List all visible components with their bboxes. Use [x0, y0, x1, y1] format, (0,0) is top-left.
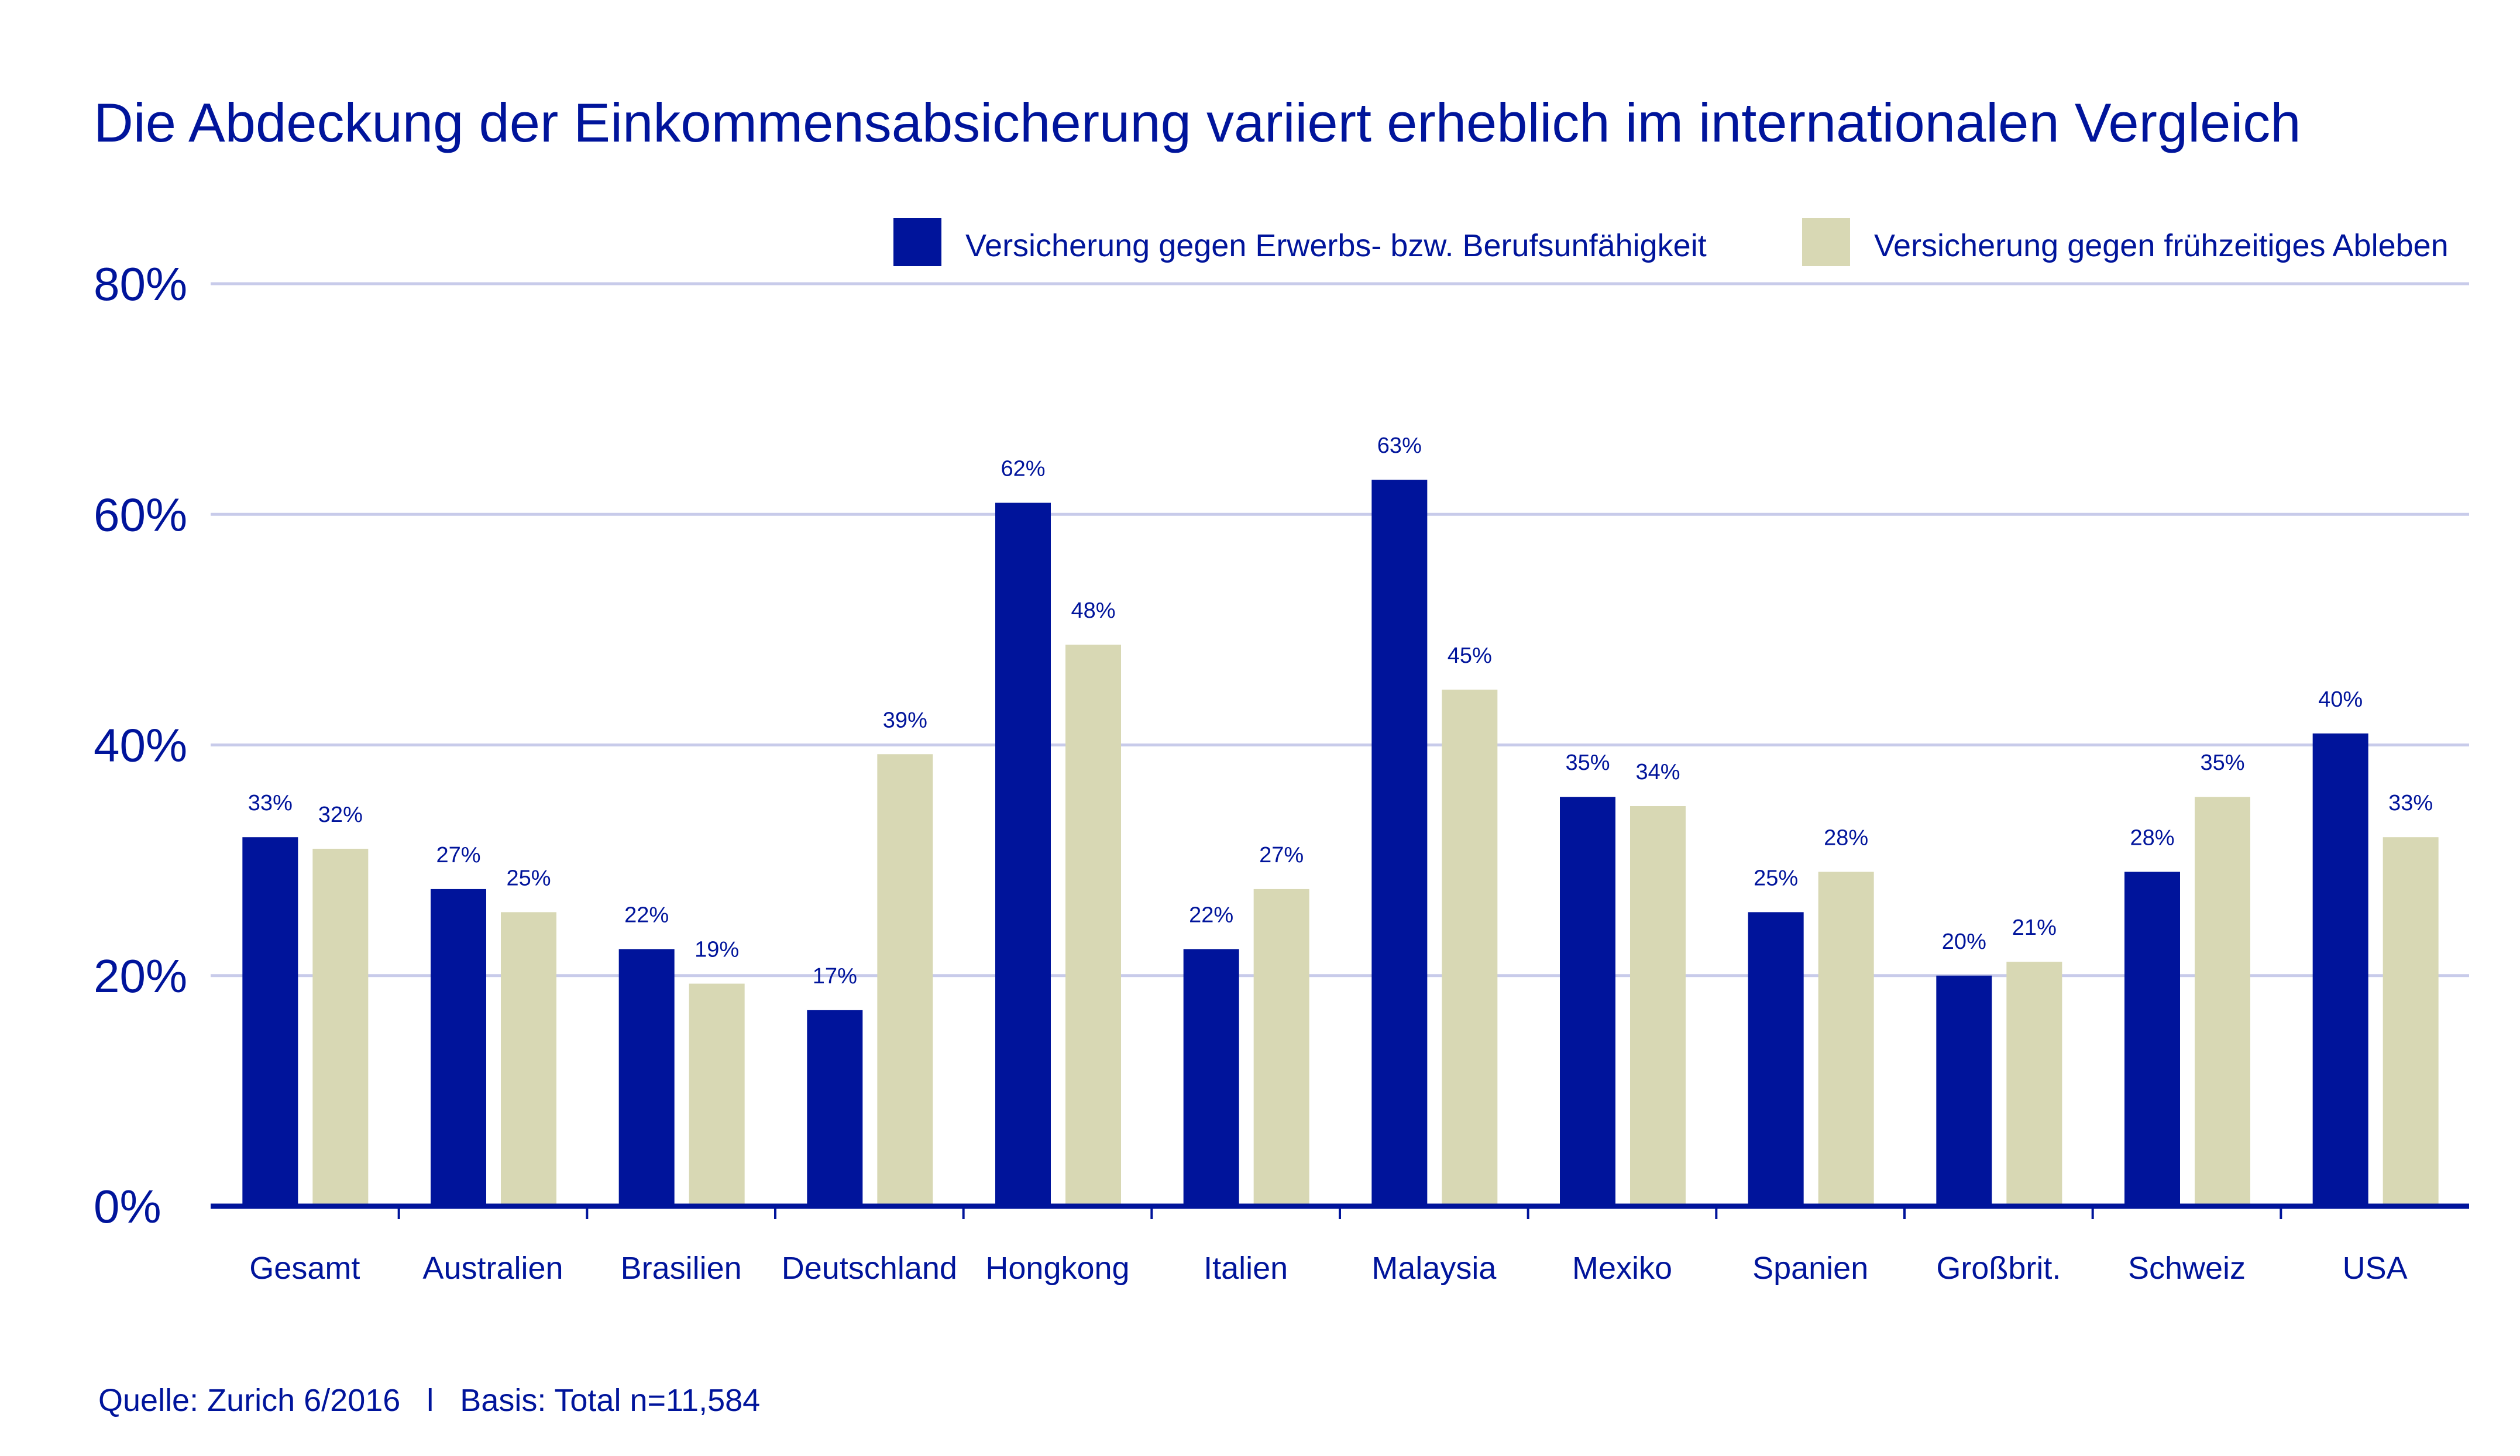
legend-swatch-series-2 [1802, 218, 1850, 266]
bar-Australien-series-1 [431, 889, 486, 1206]
x-tick-label-Deutschland: Deutschland [782, 1251, 957, 1286]
data-label-Mexiko-series-2: 34% [1635, 760, 1680, 784]
bar-Spanien-series-1 [1748, 912, 1804, 1206]
y-tick-label-40: 40% [94, 720, 187, 772]
data-label-USA-series-2: 33% [2388, 791, 2433, 815]
data-label-Schweiz-series-2: 35% [2200, 751, 2244, 775]
data-label-Mexiko-series-1: 35% [1565, 751, 1610, 775]
x-axis-ticks: Gesamt Australien Brasilien Deutschland Hong… [249, 1251, 2407, 1286]
bar-Brasilien-series-2 [689, 983, 745, 1206]
bar-Hongkong-series-1 [995, 502, 1051, 1206]
data-label-Gesamt-series-1: 33% [248, 791, 293, 815]
x-tick-label-Schweiz: Schweiz [2128, 1251, 2246, 1286]
data-label-Schweiz-series-1: 28% [2130, 825, 2174, 850]
data-label-Großbrit.-series-1: 20% [1942, 930, 1986, 954]
data-label-Deutschland-series-1: 17% [813, 964, 857, 989]
bar-USA-series-1 [2312, 733, 2368, 1206]
data-label-Großbrit.-series-2: 21% [2012, 915, 2057, 940]
x-tick-label-Brasilien: Brasilien [621, 1251, 742, 1286]
bar-Malaysia-series-2 [1442, 689, 1498, 1206]
bar-Deutschland-series-2 [877, 754, 933, 1206]
data-label-Italien-series-1: 22% [1189, 903, 1233, 927]
x-tick-label-Mexiko: Mexiko [1572, 1251, 1672, 1286]
y-tick-label-80: 80% [94, 258, 187, 310]
bar-Mexiko-series-2 [1630, 806, 1686, 1206]
data-label-Deutschland-series-2: 39% [883, 708, 927, 732]
x-tick-label-Gesamt: Gesamt [249, 1251, 360, 1286]
data-label-Malaysia-series-1: 63% [1377, 433, 1422, 458]
bar-Schweiz-series-1 [2124, 872, 2180, 1206]
data-label-Australien-series-2: 25% [506, 866, 551, 890]
legend-label-series-1: Versicherung gegen Erwerbs- bzw. Berufsu… [965, 228, 1707, 263]
data-label-Australien-series-1: 27% [436, 843, 480, 868]
bars [242, 480, 2439, 1206]
source-note: Quelle: Zurich 6/2016 l Basis: Total n=1… [98, 1383, 760, 1418]
bar-Deutschland-series-1 [807, 1010, 863, 1206]
bar-Malaysia-series-1 [1371, 480, 1428, 1206]
data-label-Italien-series-2: 27% [1259, 843, 1304, 868]
chart-title: Die Abdeckung der Einkommensabsicherung … [94, 92, 2301, 153]
bar-Italien-series-1 [1183, 949, 1239, 1206]
bar-Mexiko-series-1 [1560, 797, 1615, 1206]
x-tick-label-Großbrit.: Großbrit. [1936, 1251, 2061, 1286]
data-label-Hongkong-series-1: 62% [1001, 457, 1045, 481]
y-tick-label-20: 20% [94, 950, 187, 1002]
bar-Gesamt-series-1 [242, 837, 298, 1206]
x-axis [211, 1203, 2469, 1219]
bar-Schweiz-series-2 [2195, 797, 2250, 1206]
bar-Australien-series-2 [501, 912, 556, 1206]
data-labels: 33% 32% 27% 25% 22% 19% 17% 39% 62% 48% 22% 27% 63% 4… [248, 433, 2433, 989]
y-axis-ticks: 0% 20% 40% 60% 80% [94, 258, 187, 1233]
x-tick-label-Spanien: Spanien [1752, 1251, 1868, 1286]
data-label-Spanien-series-1: 25% [1754, 866, 1798, 890]
bar-Italien-series-2 [1253, 889, 1309, 1206]
x-tick-label-Malaysia: Malaysia [1371, 1251, 1497, 1286]
y-tick-label-0: 0% [94, 1180, 161, 1233]
data-label-Spanien-series-2: 28% [1824, 825, 1868, 850]
data-label-Hongkong-series-2: 48% [1071, 598, 1115, 623]
bar-Brasilien-series-1 [618, 949, 675, 1206]
x-tick-label-Italien: Italien [1204, 1251, 1288, 1286]
y-tick-label-60: 60% [94, 488, 187, 541]
data-label-Malaysia-series-2: 45% [1448, 643, 1492, 668]
x-tick-label-Hongkong: Hongkong [985, 1251, 1129, 1286]
bar-Gesamt-series-2 [312, 848, 369, 1206]
x-tick-label-USA: USA [2343, 1251, 2408, 1286]
data-label-Gesamt-series-2: 32% [318, 803, 363, 827]
data-label-Brasilien-series-1: 22% [624, 903, 669, 927]
legend-label-series-2: Versicherung gegen frühzeitiges Ableben [1874, 228, 2449, 263]
bar-Großbrit.-series-2 [2006, 962, 2062, 1206]
x-tick-label-Australien: Australien [422, 1251, 563, 1286]
bar-USA-series-2 [2383, 837, 2439, 1206]
data-label-USA-series-1: 40% [2318, 687, 2363, 712]
legend: Versicherung gegen Erwerbs- bzw. Berufsu… [893, 218, 2449, 266]
bar-Spanien-series-2 [1818, 872, 1874, 1206]
bar-Großbrit.-series-1 [1936, 975, 1992, 1206]
legend-swatch-series-1 [893, 218, 941, 266]
bar-Hongkong-series-2 [1065, 645, 1121, 1206]
grid [211, 282, 2469, 977]
data-label-Brasilien-series-2: 19% [695, 938, 739, 962]
